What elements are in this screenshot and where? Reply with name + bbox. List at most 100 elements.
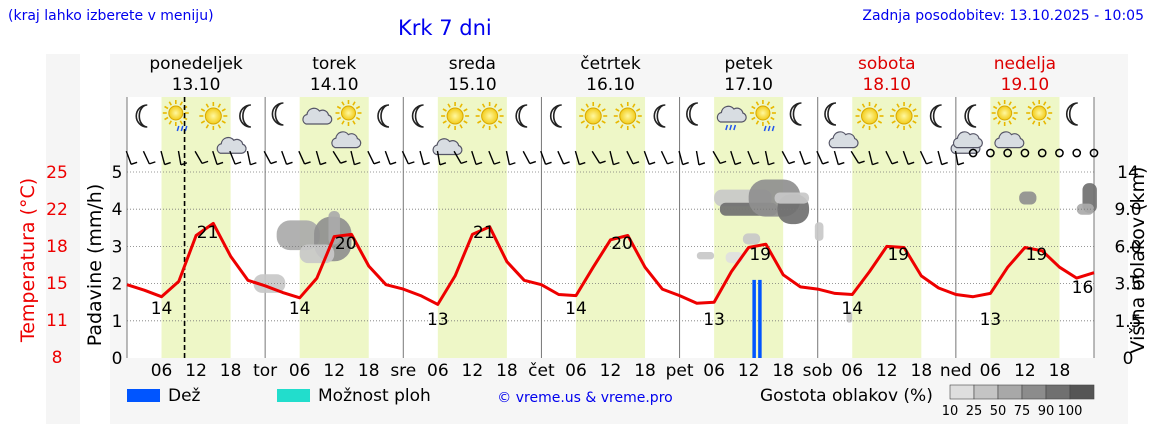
sun-disc bbox=[895, 107, 913, 125]
wind-barb bbox=[1089, 148, 1099, 158]
barb-staff bbox=[350, 150, 356, 165]
sun-disc bbox=[997, 105, 1013, 121]
rain-drop bbox=[767, 125, 771, 132]
barb-staff bbox=[557, 150, 565, 165]
day-short-label: pet bbox=[666, 361, 694, 381]
precip-tick: 5 bbox=[112, 163, 123, 183]
sun-disc bbox=[340, 105, 356, 121]
barb-feather bbox=[439, 162, 447, 166]
sun-ray bbox=[447, 103, 451, 108]
sun-ray bbox=[912, 120, 917, 124]
barb-staff bbox=[160, 150, 166, 165]
credit-text: © vreme.us & vreme.pro bbox=[497, 390, 672, 406]
cloud-patch bbox=[846, 311, 853, 323]
sun-ray bbox=[912, 108, 917, 112]
calm-circle bbox=[1089, 148, 1099, 158]
barb-staff bbox=[522, 150, 531, 164]
wind-barb bbox=[332, 150, 347, 164]
sun-ray bbox=[221, 120, 226, 124]
barb-staff bbox=[816, 150, 824, 165]
moon-shape bbox=[1066, 102, 1078, 126]
barb-feather bbox=[872, 161, 879, 166]
barb-feather bbox=[613, 161, 620, 166]
hour-tick: 18 bbox=[220, 361, 242, 381]
temp-min-label: 13 bbox=[703, 310, 725, 330]
cloud-height-tick: 6.0 bbox=[1114, 237, 1141, 257]
barb-staff bbox=[609, 150, 615, 165]
barb-feather bbox=[286, 161, 293, 165]
barb-feather bbox=[632, 161, 640, 165]
temp-tick: 22 bbox=[46, 200, 68, 220]
sun-ray bbox=[993, 105, 998, 110]
sun-ray bbox=[856, 120, 862, 124]
hour-tick: 12 bbox=[185, 361, 207, 381]
daylight-band bbox=[575, 97, 646, 358]
cloud-shape bbox=[432, 138, 463, 156]
sun-ray bbox=[205, 103, 210, 108]
sun-ray bbox=[164, 116, 169, 121]
density-swatch bbox=[973, 384, 999, 400]
wind-barb bbox=[1055, 148, 1064, 158]
wind-barb bbox=[816, 150, 829, 165]
moon-cloud-icon bbox=[789, 102, 983, 149]
sun-cloud-rain-icon bbox=[162, 100, 247, 154]
barb-staff bbox=[678, 150, 684, 165]
wind-barb bbox=[540, 150, 552, 165]
cloud-shape bbox=[994, 131, 1025, 149]
temp-max-label: 19 bbox=[749, 245, 771, 265]
barb-feather bbox=[201, 160, 209, 165]
sun-ray bbox=[493, 124, 498, 129]
sun-ray bbox=[861, 124, 866, 129]
daylight-band bbox=[161, 97, 231, 358]
moon-shape bbox=[929, 104, 942, 128]
barb-staff bbox=[419, 150, 425, 165]
sun-disc bbox=[755, 105, 771, 121]
calm-circle bbox=[968, 148, 978, 158]
sun-ray bbox=[766, 120, 771, 125]
sun-cloud-icon bbox=[1026, 100, 1053, 126]
moon-shape bbox=[964, 104, 977, 128]
day-date: 15.10 bbox=[448, 75, 497, 95]
hour-tick: 06 bbox=[427, 361, 449, 381]
day-date: 19.10 bbox=[1001, 75, 1050, 95]
sun-ray bbox=[352, 101, 356, 106]
sun-ray bbox=[580, 120, 585, 124]
sun-ray bbox=[856, 108, 862, 112]
sun-ray bbox=[493, 103, 498, 108]
location-hint[interactable]: (kraj lahko izberete v meniju) bbox=[8, 8, 214, 24]
barb-feather bbox=[926, 161, 933, 165]
day-name: petek bbox=[725, 54, 773, 74]
wind-barb bbox=[1003, 148, 1013, 158]
sun-ray bbox=[200, 108, 206, 112]
wind-barb bbox=[902, 150, 915, 165]
legend-storm-label: Možnost ploh bbox=[318, 386, 431, 406]
barb-staff bbox=[194, 150, 203, 164]
density-swatch bbox=[1069, 384, 1095, 400]
wind-barb bbox=[937, 150, 948, 166]
wind-barb bbox=[885, 150, 899, 165]
sun-ray bbox=[355, 116, 361, 121]
wind-barb bbox=[712, 150, 727, 165]
barb-staff bbox=[937, 150, 943, 165]
wind-barb bbox=[384, 150, 397, 165]
sun-ray bbox=[481, 124, 486, 129]
barb-feather bbox=[682, 161, 689, 166]
barb-staff bbox=[747, 150, 754, 165]
calm-circle bbox=[1037, 148, 1047, 158]
day-name: sreda bbox=[449, 54, 496, 74]
density-swatch bbox=[1021, 384, 1047, 400]
barb-feather bbox=[648, 161, 656, 165]
cloud-height-tick: 14 bbox=[1117, 163, 1139, 183]
sun-ray bbox=[861, 103, 866, 108]
wind-barb bbox=[764, 150, 775, 166]
day-date: 14.10 bbox=[310, 75, 359, 95]
barb-staff bbox=[660, 150, 669, 165]
barb-feather bbox=[270, 160, 277, 165]
sun-ray bbox=[770, 116, 775, 121]
sun-ray bbox=[200, 120, 206, 124]
barb-staff bbox=[712, 150, 721, 164]
wind-barb bbox=[591, 150, 606, 164]
barb-feather bbox=[545, 161, 552, 165]
barb-feather bbox=[149, 161, 156, 165]
